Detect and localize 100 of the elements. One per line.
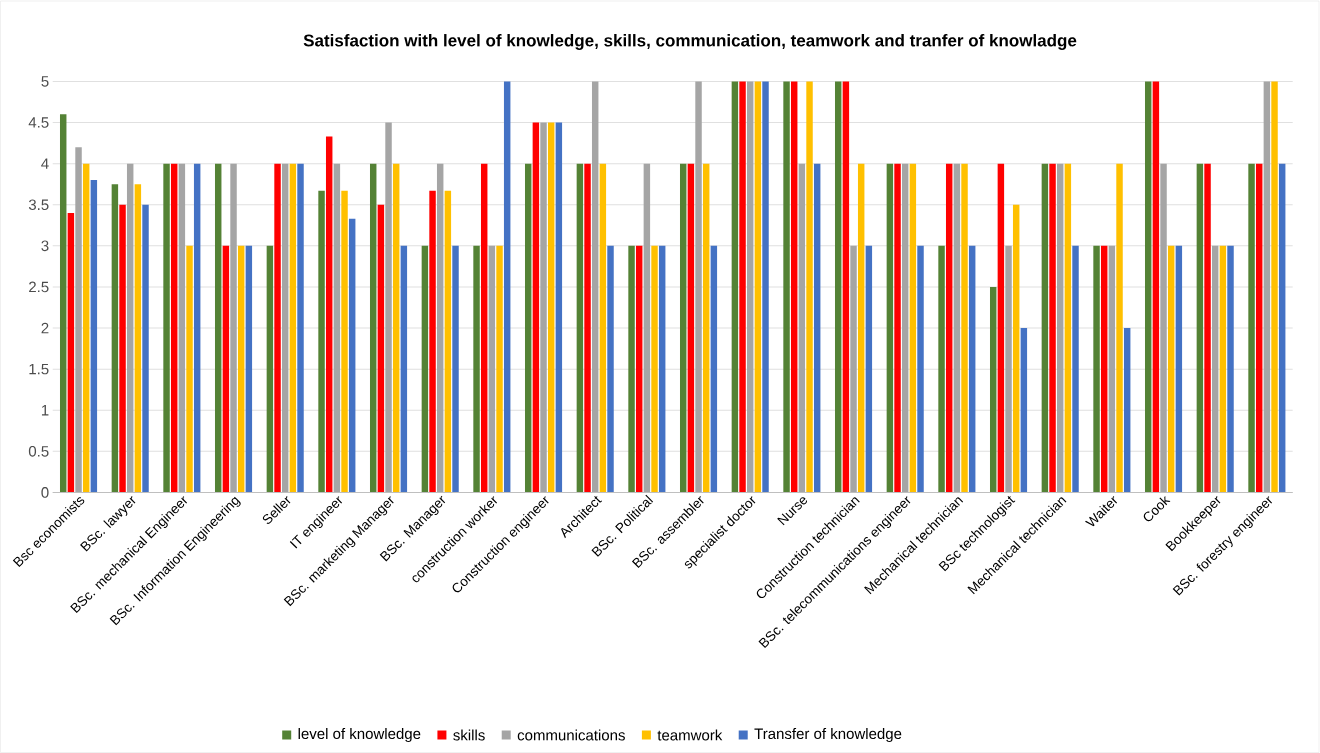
bar	[230, 163, 237, 493]
bar	[1123, 328, 1131, 493]
bar	[1152, 81, 1160, 493]
bar	[134, 184, 142, 493]
bar	[938, 245, 945, 493]
bar	[385, 122, 392, 493]
bar	[503, 81, 511, 493]
y-tick-label: 1	[41, 405, 49, 416]
y-tick-label: 0.5	[28, 446, 49, 457]
bar	[953, 163, 961, 493]
bar	[739, 81, 746, 493]
chart-title: Satisfaction with level of knowledge, skills, communication, teamwork and tranfer of knowladge	[303, 34, 1077, 50]
bar	[348, 218, 356, 493]
bar	[790, 81, 798, 493]
bar	[318, 190, 325, 493]
bar	[865, 245, 873, 493]
y-tick-label: 4	[41, 158, 49, 169]
bar	[1049, 163, 1056, 493]
bar	[119, 204, 126, 493]
bar	[289, 163, 297, 493]
bar	[894, 163, 901, 493]
bar	[901, 163, 909, 493]
bar	[584, 163, 591, 493]
bar	[444, 190, 452, 493]
legend-label: communications	[517, 729, 625, 741]
bar	[1108, 245, 1116, 493]
bar	[1064, 163, 1072, 493]
bar	[576, 163, 584, 493]
bar	[1248, 163, 1255, 493]
bar	[628, 245, 635, 493]
bar	[783, 81, 790, 493]
bar	[1271, 81, 1278, 493]
bar	[591, 81, 599, 493]
bar	[886, 163, 894, 493]
y-tick-label: 1.5	[29, 363, 49, 375]
bar	[813, 163, 821, 493]
bar	[702, 163, 710, 493]
bar	[532, 122, 540, 493]
bar	[917, 245, 924, 493]
bar	[1196, 163, 1204, 493]
bar	[90, 180, 98, 493]
y-tick-label: 3.5	[28, 199, 49, 211]
bar	[731, 81, 739, 493]
bar	[400, 245, 408, 493]
bar	[473, 245, 480, 493]
bar	[1160, 163, 1167, 493]
bar	[480, 163, 488, 493]
bar	[651, 245, 658, 493]
bar	[524, 163, 532, 493]
bar	[266, 245, 274, 493]
bar	[989, 286, 997, 493]
bar	[1211, 245, 1219, 493]
bar	[746, 81, 754, 493]
bar	[1204, 163, 1211, 493]
bar	[754, 81, 762, 493]
bar	[452, 245, 459, 493]
bar	[599, 163, 607, 493]
bar	[1219, 245, 1227, 493]
bar	[377, 204, 385, 493]
bar	[1093, 245, 1100, 493]
bar	[237, 245, 245, 493]
bar	[222, 245, 230, 493]
bar	[341, 190, 348, 493]
bar	[392, 163, 400, 493]
bar	[1255, 163, 1263, 493]
bar	[850, 245, 857, 493]
bar	[695, 81, 702, 493]
y-tick-label: 2	[41, 322, 49, 334]
bar	[1056, 163, 1064, 493]
bar	[245, 245, 253, 493]
bar	[333, 163, 341, 493]
bar	[59, 114, 67, 493]
bar	[1100, 245, 1108, 493]
bar	[193, 163, 201, 493]
bar	[710, 245, 718, 493]
y-tick-label: 3	[41, 240, 49, 252]
bar	[214, 163, 222, 493]
bar	[968, 245, 976, 493]
bar	[842, 81, 850, 493]
bar	[1263, 81, 1271, 493]
bar	[82, 163, 90, 493]
bar	[496, 245, 503, 493]
bar	[798, 163, 806, 493]
bar	[1020, 328, 1028, 493]
bar	[997, 163, 1005, 493]
bar	[1227, 245, 1234, 493]
bar	[369, 163, 377, 493]
legend-label: skills	[453, 729, 485, 741]
bar	[281, 163, 289, 493]
bar	[274, 163, 281, 493]
legend-label: Transfer of knowledge	[754, 728, 902, 742]
bar	[1072, 245, 1079, 493]
bar	[436, 163, 444, 493]
bar	[325, 136, 333, 493]
y-tick-label: 5	[41, 76, 49, 87]
bar	[909, 163, 917, 493]
bar	[297, 163, 304, 493]
bar	[67, 212, 75, 493]
bar	[1012, 204, 1020, 493]
bar	[1167, 245, 1175, 493]
